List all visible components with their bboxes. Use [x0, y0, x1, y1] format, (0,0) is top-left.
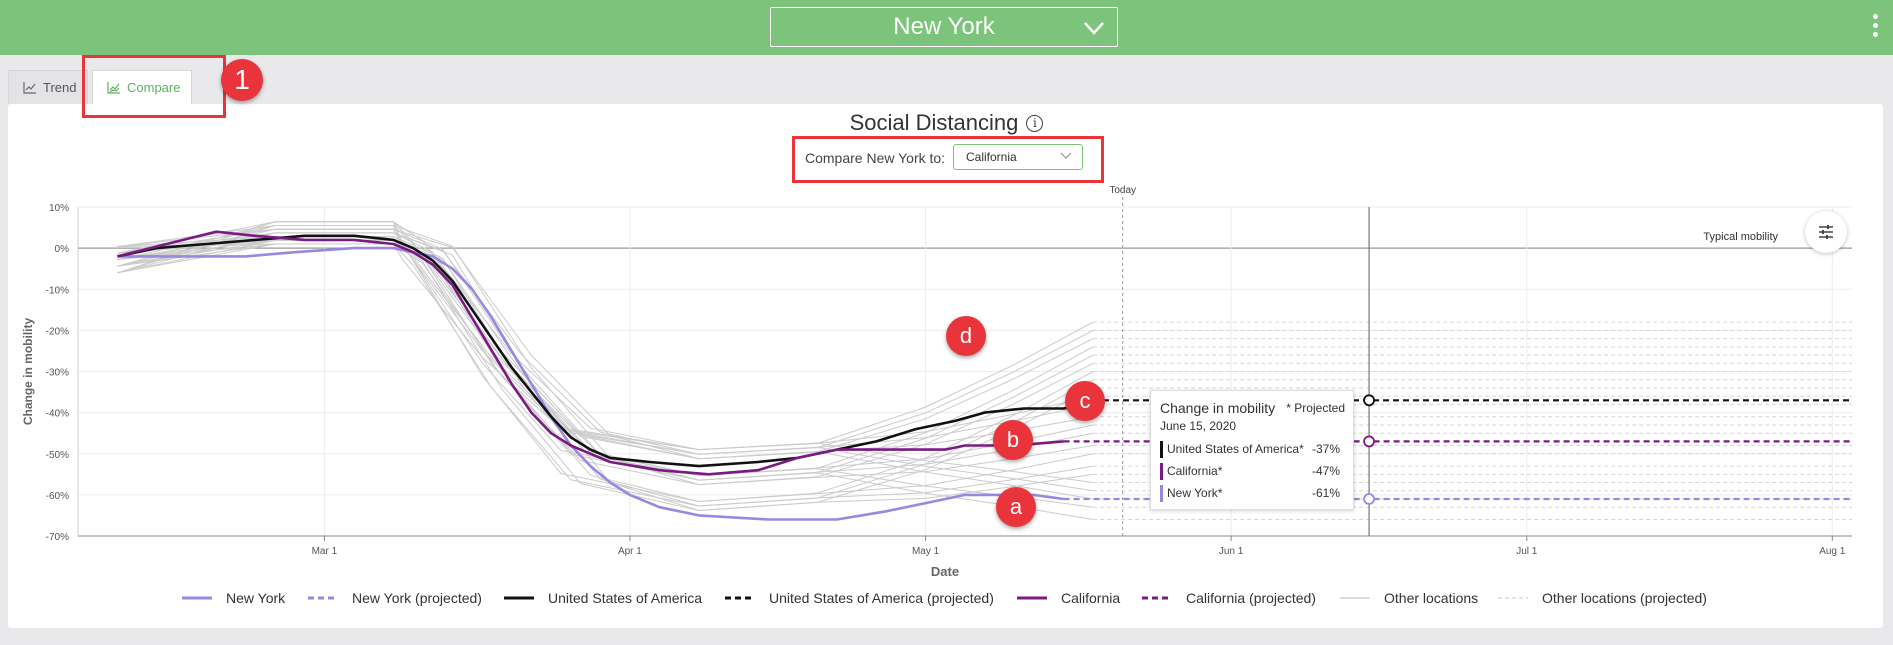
- other-location-line: [117, 243, 1094, 507]
- hover-point-marker: [1363, 394, 1375, 407]
- legend-swatch: [1340, 597, 1370, 599]
- tab-trend[interactable]: Trend: [8, 70, 88, 104]
- tooltip-date: June 15, 2020: [1160, 419, 1237, 433]
- legend-swatch: [1498, 597, 1528, 599]
- legend-label: California: [1061, 590, 1121, 606]
- callout-badge-a: a: [996, 487, 1036, 527]
- x-tick-label: Aug 1: [1819, 546, 1846, 557]
- tooltip-projected-note: * Projected: [1286, 401, 1345, 415]
- y-tick-label: 10%: [49, 203, 69, 214]
- compare-chart-icon: [107, 82, 120, 94]
- other-location-line: [117, 243, 1094, 508]
- legend-swatch: [1017, 596, 1047, 600]
- more-options-icon[interactable]: [1873, 14, 1879, 41]
- legend-label: Other locations: [1384, 590, 1479, 606]
- tooltip-row-value: -47%: [1311, 464, 1340, 478]
- other-location-line: [117, 239, 1094, 512]
- tab-compare-label: Compare: [127, 80, 181, 95]
- hover-point-marker: [1363, 435, 1375, 448]
- tooltip-row: New York* -61%: [1160, 485, 1340, 502]
- y-tick-label: -30%: [46, 368, 69, 379]
- chevron-down-icon: [1084, 22, 1104, 35]
- legend-label: Other locations (projected): [1542, 590, 1707, 606]
- typical-mobility-label: Typical mobility: [1703, 231, 1778, 243]
- hover-point-marker: [1363, 493, 1375, 505]
- highlight-box-tabs: [82, 55, 226, 118]
- california-line: [117, 230, 1064, 476]
- y-tick-label: -40%: [46, 409, 69, 420]
- sliders-icon: [1819, 225, 1833, 239]
- tooltip-row-name: New York*: [1167, 486, 1223, 500]
- other-location-line: [117, 232, 1094, 477]
- y-tick-label: -20%: [46, 326, 69, 337]
- compare-label: Compare New York to:: [805, 150, 946, 166]
- tooltip-row-value: -37%: [1311, 442, 1340, 456]
- tooltip-color-bar: [1160, 485, 1163, 502]
- legend-label: New York (projected): [352, 590, 482, 606]
- chart-settings-button[interactable]: [1805, 211, 1847, 253]
- tooltip-row-name: United States of America*: [1167, 442, 1304, 456]
- x-tick-label: Apr 1: [618, 546, 642, 557]
- chart-title-text: Social Distancing: [849, 110, 1019, 135]
- y-tick-label: -50%: [46, 450, 69, 461]
- other-location-line: [117, 225, 1094, 486]
- legend-swatch: [1142, 596, 1172, 600]
- callout-badge-b: b: [993, 420, 1033, 460]
- other-location-line: [117, 239, 1094, 503]
- other-location-line: [117, 228, 1094, 481]
- callout-badge-1: 1: [221, 59, 263, 101]
- other-location-line: [117, 225, 1094, 477]
- y-tick-label: -10%: [46, 285, 69, 296]
- tooltip-row-value: -61%: [1311, 486, 1340, 500]
- x-tick-label: Mar 1: [312, 546, 338, 557]
- usa-line: [117, 234, 1104, 468]
- compare-location-select[interactable]: California: [953, 144, 1083, 170]
- tooltip-color-bar: [1160, 463, 1163, 480]
- highlight-box-compare: [792, 136, 1104, 183]
- other-location-line: [117, 236, 1094, 460]
- tab-trend-label: Trend: [43, 80, 77, 95]
- callout-badge-d: d: [946, 316, 986, 356]
- legend-label: California (projected): [1186, 590, 1316, 606]
- tooltip-row: California* -47%: [1160, 463, 1340, 480]
- other-location-line: [117, 225, 1094, 492]
- tooltip-color-bar: [1160, 441, 1163, 458]
- chevron-down-icon: [1060, 152, 1072, 159]
- legend-swatch: [725, 596, 755, 600]
- legend-label: United States of America (projected): [769, 590, 994, 606]
- legend-swatch: [504, 596, 534, 600]
- y-tick-label: -70%: [46, 532, 69, 543]
- legend-label: United States of America: [548, 590, 703, 606]
- legend-label: New York: [226, 590, 286, 606]
- x-tick-label: Jul 1: [1516, 546, 1538, 557]
- callout-badge-c: c: [1065, 381, 1105, 421]
- line-chart-icon: [23, 82, 36, 94]
- x-tick-label: Jun 1: [1219, 546, 1244, 557]
- hover-tooltip: Change in mobility * Projected June 15, …: [1150, 390, 1354, 510]
- other-location-line: [117, 243, 1094, 451]
- tooltip-row: United States of America* -37%: [1160, 441, 1340, 458]
- location-select[interactable]: New York: [770, 7, 1118, 47]
- tooltip-title: Change in mobility: [1160, 400, 1276, 416]
- chart-card: [8, 104, 1883, 628]
- legend-swatch: [308, 596, 338, 600]
- top-bar: New York: [0, 0, 1893, 55]
- location-select-value: New York: [893, 13, 995, 40]
- new-york-line: [117, 246, 1064, 521]
- legend-swatch: [182, 596, 212, 600]
- info-icon[interactable]: i: [1026, 115, 1044, 132]
- y-axis-title: Change in mobility: [21, 318, 35, 426]
- x-axis-title: Date: [931, 564, 959, 579]
- tab-compare[interactable]: Compare: [92, 70, 192, 104]
- tooltip-row-name: California*: [1167, 464, 1223, 478]
- y-tick-label: 0%: [55, 244, 70, 255]
- x-tick-label: May 1: [912, 546, 940, 557]
- y-tick-label: -60%: [46, 491, 69, 502]
- other-location-line: [117, 228, 1094, 483]
- today-label: Today: [1109, 185, 1136, 196]
- chart-title: Social Distancing i: [0, 110, 1893, 136]
- compare-select-value: California: [966, 150, 1017, 164]
